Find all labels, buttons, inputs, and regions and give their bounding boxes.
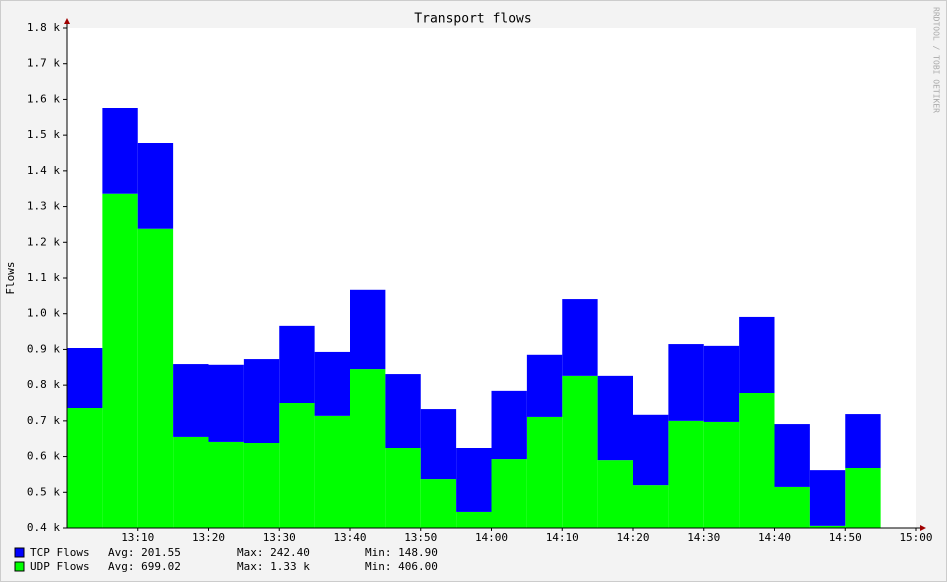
y-tick-label: 1.2 k: [27, 235, 60, 248]
area-segment: [526, 416, 563, 528]
chart-title: Transport flows: [414, 12, 531, 27]
area-segment: [67, 408, 103, 528]
legend-stat: Avg: 699.02: [108, 560, 181, 573]
area-segment: [420, 479, 457, 528]
area-segment: [243, 359, 280, 443]
area-segment: [562, 375, 598, 528]
area-segment: [137, 143, 174, 229]
area-segment: [739, 393, 775, 528]
x-tick-label: 13:40: [333, 531, 366, 544]
area-segment: [703, 345, 740, 422]
area-segment: [633, 485, 669, 528]
area-segment: [456, 511, 492, 528]
area-segment: [279, 325, 315, 403]
y-axis-label: Flows: [4, 261, 17, 294]
area-segment: [102, 193, 138, 528]
legend-stat: Max: 1.33 k: [237, 560, 310, 573]
legend-stat: Avg: 201.55: [108, 546, 181, 559]
legend-label: TCP Flows: [30, 546, 90, 559]
x-tick-label: 13:50: [404, 531, 437, 544]
x-tick-label: 14:50: [829, 531, 862, 544]
area-segment: [597, 460, 633, 528]
area-segment: [845, 414, 881, 468]
y-tick-label: 1.5 k: [27, 128, 60, 141]
area-segment: [314, 415, 350, 528]
area-segment: [633, 414, 669, 486]
area-segment: [456, 448, 492, 512]
axis-arrow: [64, 18, 70, 24]
x-tick-label: 14:10: [546, 531, 579, 544]
area-segment: [491, 459, 527, 528]
x-tick-label: 13:20: [192, 531, 225, 544]
area-segment: [491, 390, 527, 460]
area-segment: [279, 403, 315, 528]
area-segment: [562, 299, 598, 376]
x-tick-label: 13:30: [263, 531, 296, 544]
x-tick-label: 15:00: [899, 531, 932, 544]
area-segment: [350, 289, 386, 370]
area-segment: [385, 374, 421, 448]
legend-stat: Max: 242.40: [237, 546, 310, 559]
area-segment: [668, 420, 704, 528]
y-tick-label: 1.3 k: [27, 200, 60, 213]
legend-label: UDP Flows: [30, 560, 90, 573]
area-segment: [739, 316, 775, 393]
area-segment: [385, 448, 421, 528]
area-segment: [774, 424, 810, 487]
area-segment: [102, 108, 138, 194]
area-segment: [420, 409, 457, 480]
legend-stat: Min: 148.90: [365, 546, 438, 559]
y-tick-label: 0.5 k: [27, 485, 60, 498]
legend-swatch: [14, 547, 25, 558]
area-segment: [173, 436, 209, 528]
y-tick-label: 0.4 k: [27, 521, 60, 534]
y-tick-label: 1.4 k: [27, 164, 60, 177]
y-tick-label: 0.6 k: [27, 450, 60, 463]
legend-stat: Min: 406.00: [365, 560, 438, 573]
x-tick-label: 14:20: [616, 531, 649, 544]
area-segment: [208, 441, 244, 528]
area-segment: [845, 468, 881, 528]
area-segment: [137, 228, 174, 528]
y-tick-label: 1.1 k: [27, 271, 60, 284]
x-tick-label: 14:30: [687, 531, 720, 544]
y-tick-label: 0.9 k: [27, 342, 60, 355]
area-segment: [67, 348, 103, 408]
area-segment: [809, 470, 846, 526]
area-segment: [173, 364, 209, 437]
area-segment: [774, 486, 810, 528]
area-segment: [809, 525, 846, 528]
area-segment: [243, 443, 280, 528]
area-segment: [597, 375, 633, 461]
area-segment: [703, 421, 740, 528]
area-segment: [208, 364, 244, 442]
area-segment: [314, 351, 350, 416]
area-segment: [668, 344, 704, 421]
watermark: RRDTOOL / TOBI OETIKER: [932, 7, 941, 113]
y-tick-label: 1.6 k: [27, 92, 60, 105]
y-tick-label: 1.0 k: [27, 307, 60, 320]
y-tick-label: 0.8 k: [27, 378, 60, 391]
y-tick-label: 1.7 k: [27, 57, 60, 70]
x-tick-label: 13:10: [121, 531, 154, 544]
axis-arrow: [920, 525, 926, 531]
x-tick-label: 14:40: [758, 531, 791, 544]
x-tick-label: 14:00: [475, 531, 508, 544]
area-segment: [526, 354, 563, 417]
legend-swatch: [14, 561, 25, 572]
y-tick-label: 0.7 k: [27, 414, 60, 427]
area-segment: [350, 369, 386, 528]
y-tick-label: 1.8 k: [27, 21, 60, 34]
